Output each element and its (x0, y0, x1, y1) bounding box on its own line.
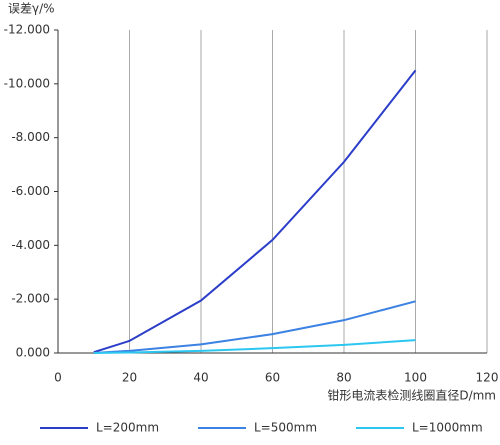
x-tick-label: 40 (193, 371, 208, 385)
x-tick-label: 100 (404, 371, 427, 385)
y-tick-label: -12.000 (4, 23, 50, 37)
series-line (93, 300, 416, 354)
y-tick-label: 0.000 (16, 346, 50, 360)
legend-label: L=500mm (254, 421, 317, 435)
y-tick-label: -4.000 (11, 238, 50, 252)
series-line (93, 339, 416, 354)
x-tick-label: 20 (122, 371, 137, 385)
x-tick-label: 60 (265, 371, 280, 385)
y-tick-label: -6.000 (11, 184, 50, 198)
y-tick-label: -8.000 (11, 130, 50, 144)
y-axis-label: 误差γ/% (8, 2, 55, 16)
y-tick-label: -2.000 (11, 292, 50, 306)
legend-label: L=200mm (96, 421, 159, 435)
series-line (93, 69, 417, 354)
x-axis-label: 钳形电流表检测线圈直径D/mm (327, 388, 496, 403)
x-tick-label: 120 (476, 371, 499, 385)
y-tick-label: -10.000 (4, 76, 50, 90)
x-tick-label: 0 (54, 371, 62, 385)
x-tick-label: 80 (336, 371, 351, 385)
legend-label: L=1000mm (412, 421, 483, 435)
